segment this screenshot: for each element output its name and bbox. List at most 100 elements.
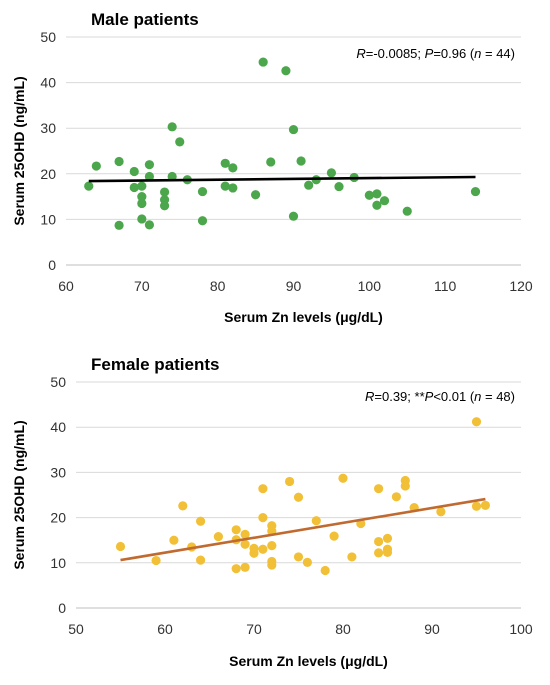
data-point	[197, 216, 208, 226]
data-point	[220, 158, 230, 168]
data-point	[400, 481, 410, 491]
data-point	[267, 541, 277, 551]
data-point	[151, 555, 161, 566]
x-tick-label: 90	[424, 621, 440, 637]
y-tick-label: 10	[50, 555, 66, 571]
x-tick-label: 120	[509, 278, 533, 294]
data-point	[144, 171, 155, 182]
data-point	[382, 533, 393, 543]
data-point	[296, 156, 306, 166]
data-point	[266, 157, 276, 167]
data-point	[129, 166, 139, 177]
x-tick-label: 60	[157, 621, 173, 637]
x-tick-label: 90	[286, 278, 302, 294]
y-axis-label: Serum 25OHD (ng/mL)	[11, 420, 27, 569]
data-point	[302, 557, 312, 567]
data-point	[347, 552, 357, 562]
data-point	[137, 198, 147, 209]
data-point	[220, 181, 230, 191]
y-tick-label: 10	[40, 211, 56, 227]
data-point	[391, 492, 401, 502]
data-point	[338, 473, 348, 483]
data-point	[288, 211, 299, 221]
y-tick-label: 20	[40, 166, 56, 182]
data-point	[167, 122, 177, 132]
data-point	[178, 501, 188, 511]
chart-title: Female patients	[91, 355, 220, 374]
chart-title: Male patients	[91, 10, 199, 29]
x-axis-label: Serum Zn levels (μg/dL)	[224, 309, 383, 325]
data-point	[114, 156, 124, 167]
x-tick-label: 110	[434, 278, 457, 294]
data-point	[320, 565, 330, 576]
trend-line	[88, 175, 476, 183]
data-point	[169, 535, 179, 545]
data-point	[374, 536, 384, 547]
data-point	[329, 531, 339, 541]
x-tick-label: 100	[358, 278, 382, 294]
data-point	[379, 196, 390, 206]
x-tick-label: 70	[246, 621, 262, 637]
y-tick-label: 50	[50, 374, 66, 390]
data-point	[231, 564, 241, 574]
data-point	[240, 562, 250, 572]
x-tick-label: 60	[58, 278, 74, 294]
data-point	[470, 186, 481, 197]
y-tick-label: 0	[48, 257, 56, 273]
data-point	[144, 160, 155, 170]
data-point	[293, 552, 304, 562]
data-point	[364, 190, 374, 200]
data-point	[311, 516, 321, 526]
y-tick-label: 40	[40, 75, 56, 91]
x-tick-label: 80	[335, 621, 351, 637]
y-axis-label: Serum 25OHD (ng/mL)	[11, 76, 27, 225]
data-point	[137, 214, 147, 224]
y-tick-label: 40	[50, 419, 66, 435]
data-point	[480, 500, 490, 510]
x-axis-label: Serum Zn levels (μg/dL)	[229, 653, 388, 669]
trend-line	[120, 497, 486, 562]
y-tick-label: 30	[50, 464, 66, 480]
data-point	[196, 555, 206, 565]
data-point	[374, 548, 384, 558]
data-point	[471, 501, 482, 511]
data-point	[267, 560, 277, 570]
data-point	[374, 484, 384, 494]
data-point	[115, 541, 126, 552]
x-tick-label: 70	[134, 278, 150, 294]
data-point	[159, 187, 170, 197]
male-patients-chart: 0 10 20 30 40 50 60 70 80 90 100 110 120 Male patient…	[11, 10, 533, 325]
data-point	[334, 181, 344, 192]
male-patients-panel: 0 10 20 30 40 50 60 70 80 90 100 110 120 Male patient…	[0, 0, 550, 340]
stats-annotation: R=-0.0085; P=0.96 (n = 44)	[356, 46, 515, 61]
data-point	[197, 186, 208, 197]
data-point	[231, 525, 241, 535]
data-point	[159, 201, 170, 211]
data-point	[240, 529, 250, 539]
data-point	[258, 484, 268, 494]
data-point	[84, 181, 94, 191]
data-point	[91, 161, 101, 171]
female-patients-panel: 0 10 20 30 40 50 50 60 70 80 90 100 Female patients R…	[0, 345, 550, 680]
data-point	[228, 183, 238, 193]
female-patients-chart: 0 10 20 30 40 50 50 60 70 80 90 100 Female patients R…	[11, 355, 533, 669]
data-point	[258, 513, 268, 523]
y-tick-label: 30	[40, 120, 56, 136]
y-tick-label: 20	[50, 510, 66, 526]
data-point	[326, 168, 337, 178]
data-point	[436, 507, 446, 517]
data-point	[137, 192, 147, 202]
data-point	[285, 476, 295, 487]
x-tick-label: 80	[210, 278, 226, 294]
y-tick-label: 0	[58, 600, 66, 616]
data-point	[137, 181, 147, 191]
data-point	[281, 66, 291, 76]
y-tick-label: 50	[40, 29, 56, 45]
x-tick-label: 50	[68, 621, 84, 637]
data-point	[240, 539, 250, 549]
data-point	[402, 206, 412, 216]
stats-annotation: R=0.39; **P<0.01 (n = 48)	[365, 389, 515, 404]
data-point	[249, 548, 259, 558]
data-point	[129, 182, 139, 193]
